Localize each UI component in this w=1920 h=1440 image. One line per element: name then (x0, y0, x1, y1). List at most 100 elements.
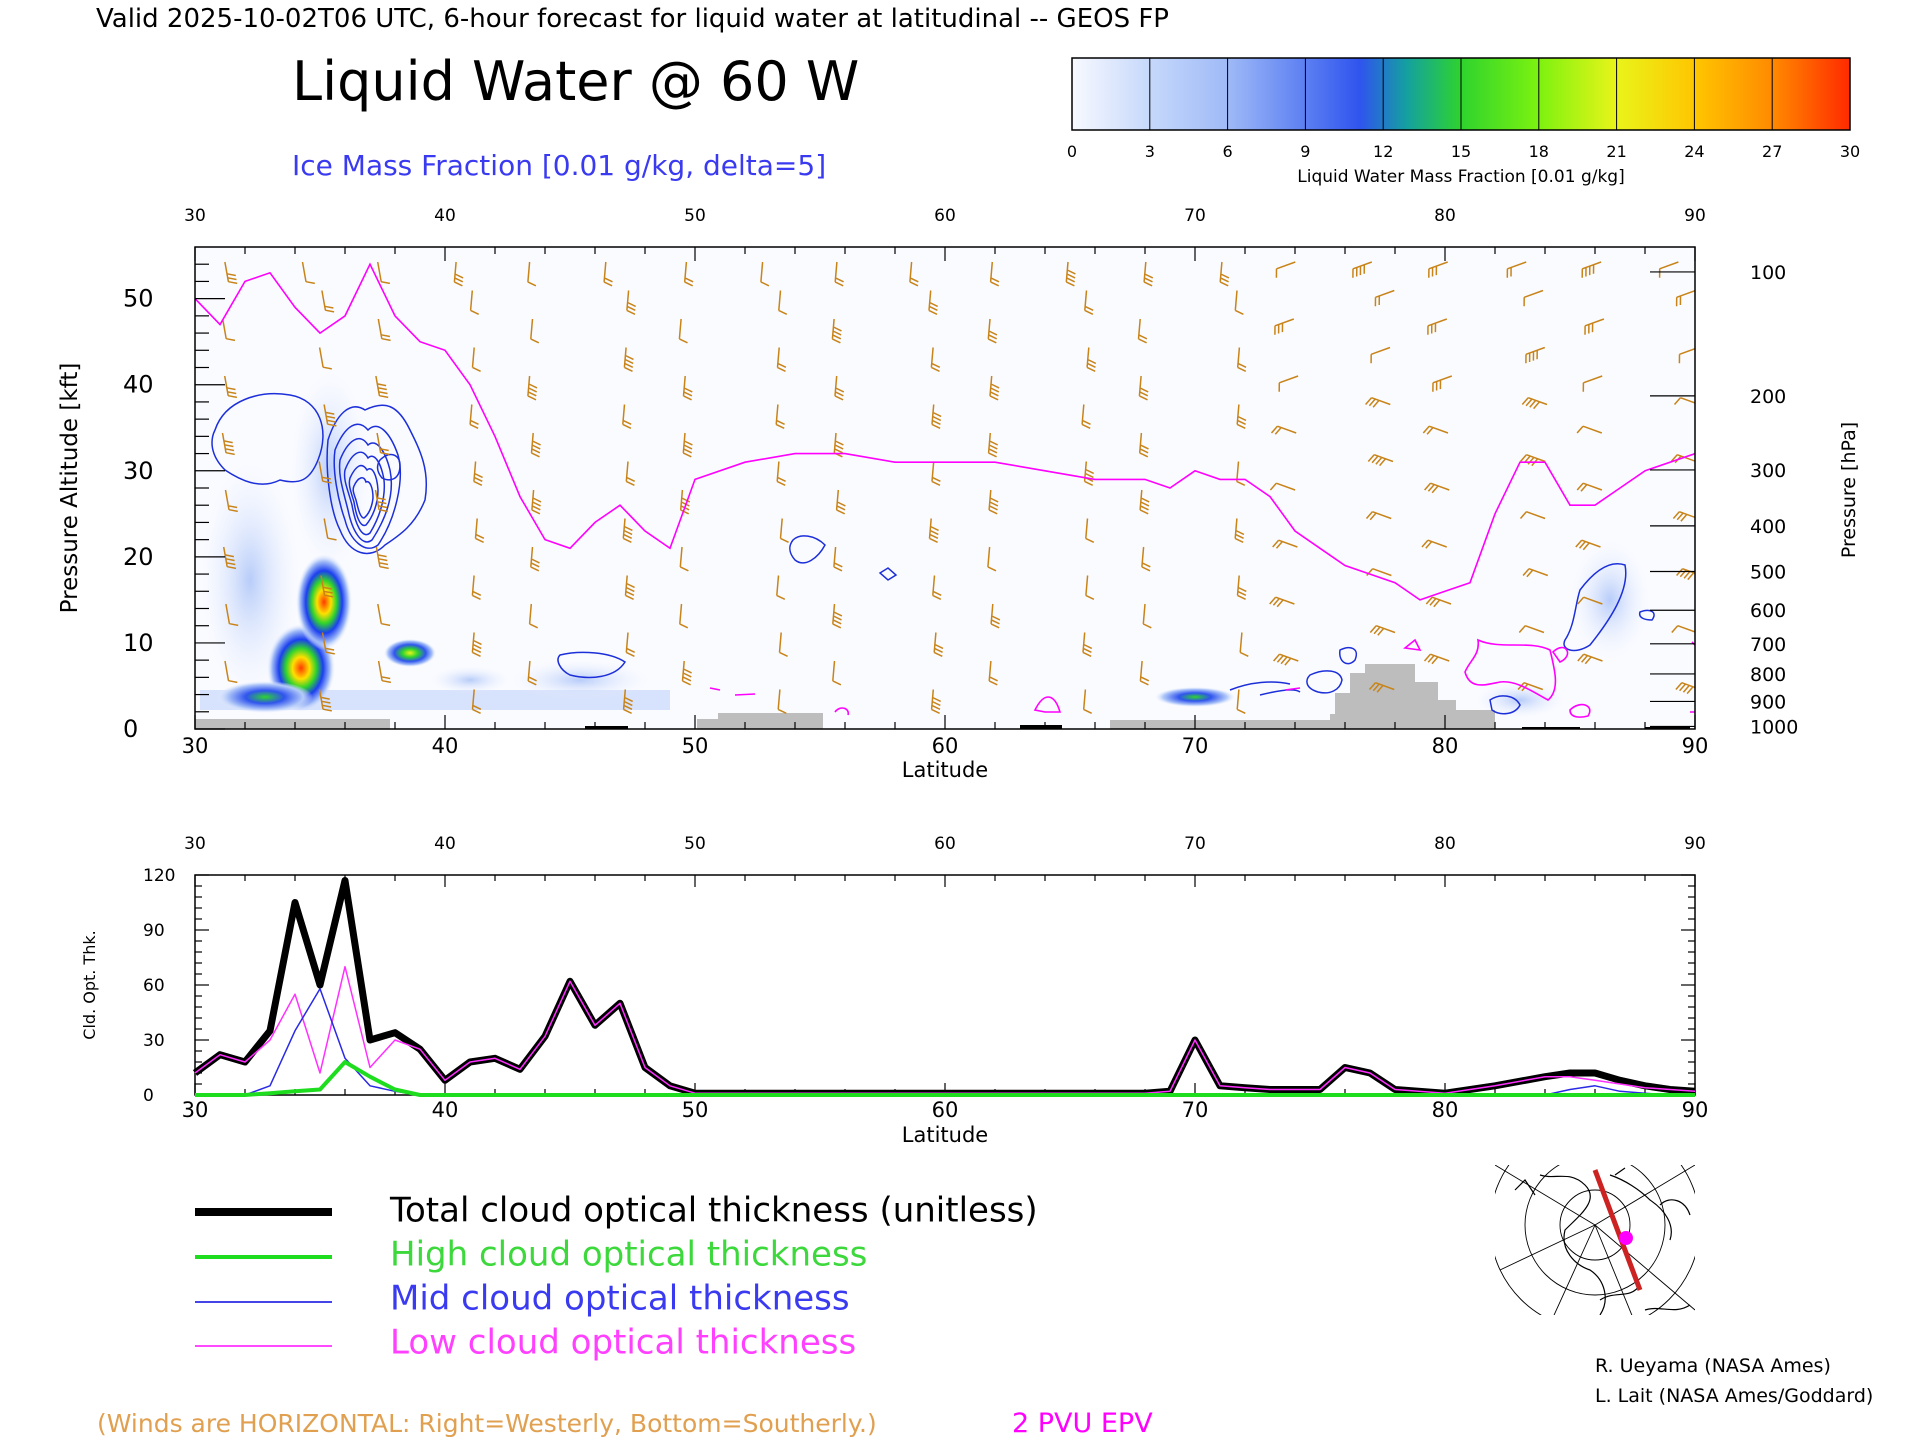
y-tick-label: 30 (123, 457, 154, 485)
wind-barb (1234, 290, 1244, 315)
x-tick-label-top: 70 (1184, 834, 1206, 854)
wind-barb (1236, 689, 1246, 714)
wind-barb (1137, 318, 1148, 344)
wind-barb (1269, 482, 1296, 491)
wind-barb (321, 290, 335, 313)
x-tick-label: 60 (932, 1098, 959, 1122)
wind-barb (1521, 396, 1548, 410)
wind-barb (323, 518, 337, 541)
wind-barb (833, 546, 843, 572)
liquid-patch-83n (1475, 682, 1565, 718)
wind-barb (225, 603, 239, 627)
wind-barb (831, 318, 842, 344)
wind-barb (1584, 318, 1605, 335)
ice-contour-small-55n (789, 535, 826, 564)
wind-barb (988, 489, 999, 515)
wind-barb (622, 404, 632, 429)
terrain-black-marks (585, 725, 1690, 729)
wind-barb (469, 404, 479, 429)
wind-barb (1352, 261, 1373, 278)
wind-barb (933, 632, 944, 657)
wind-barb (473, 461, 483, 486)
wind-barb (527, 375, 538, 401)
y-tick-label: 120 (143, 866, 175, 886)
colorbar-tick-label: 30 (1840, 142, 1860, 161)
wind-barb (377, 660, 392, 684)
wind-barb (1143, 261, 1154, 287)
y-tick-label: 60 (143, 976, 165, 996)
wind-barb (1278, 375, 1299, 392)
wind-barb (1084, 290, 1094, 315)
wind-barb (471, 347, 481, 372)
colorbar-tick-label: 21 (1606, 142, 1626, 161)
wind-barb (1427, 318, 1448, 335)
colorbar-label: Liquid Water Mass Fraction [0.01 g/kg] (1297, 167, 1624, 187)
legend: Total cloud optical thickness (unitless)… (195, 1191, 1038, 1363)
colorbar-tick-label: 27 (1762, 142, 1782, 161)
ice-contour-45n (557, 651, 627, 679)
wind-barb (1138, 375, 1149, 401)
wind-barb (1219, 261, 1230, 287)
x-tick-label: 30 (182, 1098, 209, 1122)
wind-barb (376, 432, 390, 456)
y-tick-label: 0 (123, 715, 138, 743)
pressure-tick-label: 900 (1750, 691, 1786, 713)
wind-barb (623, 347, 634, 372)
pressure-tick-label: 200 (1750, 386, 1786, 408)
x-tick-label-top: 60 (934, 206, 956, 226)
x-tick-label: 50 (682, 734, 709, 758)
wind-barb (318, 347, 332, 370)
map-circle-inner (1559, 1189, 1631, 1261)
wind-barb (1575, 539, 1601, 551)
wind-barb (527, 660, 537, 686)
y-tick-label: 30 (143, 1031, 165, 1051)
top-y2label: Pressure [hPa] (1838, 422, 1860, 558)
wind-barb (1675, 289, 1695, 307)
wind-barb (1065, 261, 1076, 287)
wind-barb (1676, 567, 1695, 581)
wind-barb (778, 632, 788, 657)
ice-contour-dot (878, 567, 898, 581)
wind-barb (987, 318, 998, 344)
wind-barb (531, 489, 542, 515)
legend-label-low: Low cloud optical thickness (390, 1323, 856, 1363)
wind-barb (987, 546, 997, 572)
wind-barb (377, 318, 391, 342)
wind-barb (776, 347, 787, 372)
wind-barb (930, 347, 941, 372)
top-ylabel: Pressure Altitude [kft] (57, 363, 83, 614)
wind-barb (318, 689, 332, 712)
liquid-patch-85n (1570, 540, 1650, 660)
x-tick-label-top: 80 (1434, 206, 1456, 226)
wind-barb (832, 660, 842, 686)
colorbar-tick-label: 24 (1684, 142, 1704, 161)
wind-barb (1236, 347, 1247, 372)
wind-barb (775, 404, 785, 429)
wind-barb (1672, 510, 1695, 522)
colorbar-tick-label: 15 (1451, 142, 1471, 161)
wind-barb (931, 461, 941, 486)
optical-thickness-chart: 30 30 40 40 50 50 60 60 70 70 80 80 90 90 0 30 60 90 120 L… (80, 834, 1708, 1147)
map-coastlines (1514, 1167, 1691, 1315)
wind-barb (625, 461, 636, 486)
colorbar: 0 3 6 9 12 15 18 21 24 27 30 Liquid Water Mass Fra… (1067, 57, 1860, 187)
liquid-cell-4kft (217, 681, 313, 713)
x-tick-label-top: 90 (1684, 834, 1706, 854)
ice-contour-main-4 (343, 451, 386, 536)
x-tick-label-top: 40 (434, 834, 456, 854)
subtitle: Ice Mass Fraction [0.01 g/kg, delta=5] (292, 149, 826, 182)
pressure-tick-label: 500 (1750, 561, 1786, 583)
terrain (195, 664, 1495, 729)
wind-barb (777, 689, 787, 714)
pressure-tick-label: 600 (1750, 600, 1786, 622)
wind-barb (834, 375, 845, 401)
series-line (195, 1060, 1695, 1097)
top-xlabel: Latitude (902, 758, 988, 782)
wind-barb (376, 261, 391, 285)
wind-barb (1370, 346, 1391, 364)
wind-barb (223, 375, 238, 399)
wind-barb (681, 660, 692, 686)
wind-barb (1576, 425, 1603, 434)
wind-barb (222, 546, 237, 570)
